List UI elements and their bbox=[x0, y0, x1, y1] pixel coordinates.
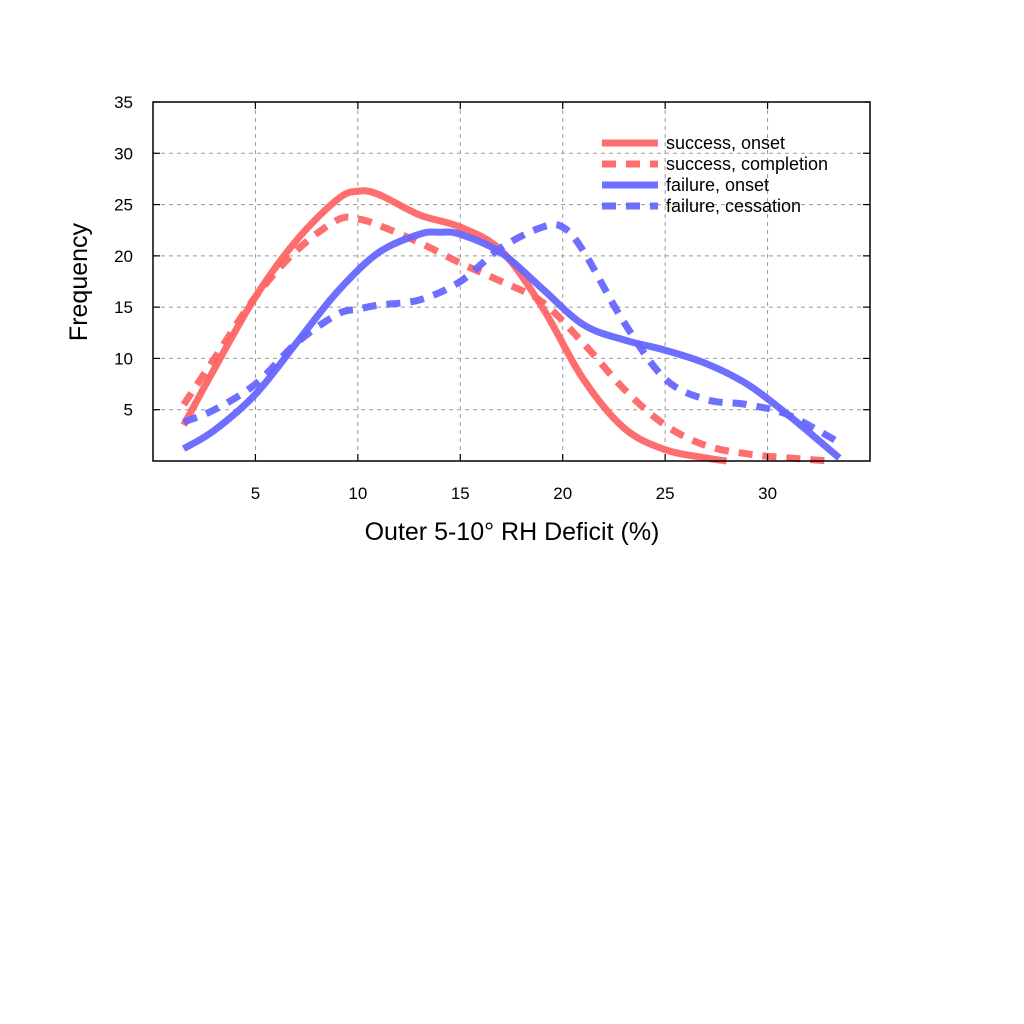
legend-label-failure-cessation: failure, cessation bbox=[666, 196, 801, 216]
legend-label-success-completion: success, completion bbox=[666, 154, 828, 174]
plot-frame bbox=[152, 101, 871, 462]
y-tick-label: 35 bbox=[114, 93, 133, 112]
x-tick-label: 30 bbox=[758, 484, 777, 503]
y-tick-label: 30 bbox=[114, 144, 133, 163]
series-layer bbox=[180, 187, 842, 465]
x-tick-label: 15 bbox=[451, 484, 470, 503]
y-tick-label: 20 bbox=[114, 247, 133, 266]
legend-label-failure-onset: failure, onset bbox=[666, 175, 769, 195]
x-tick-label: 20 bbox=[553, 484, 572, 503]
tick-labels: 5 10 15 20 25 30 5 10 15 20 25 30 35 bbox=[114, 93, 777, 503]
x-tick-label: 5 bbox=[251, 484, 260, 503]
x-tick-label: 25 bbox=[656, 484, 675, 503]
ticks bbox=[153, 101, 870, 461]
y-axis-title: Frequency bbox=[65, 222, 93, 341]
x-tick-label: 10 bbox=[348, 484, 367, 503]
x-axis-title: Outer 5-10° RH Deficit (%) bbox=[365, 518, 660, 546]
y-tick-label: 5 bbox=[124, 401, 133, 420]
y-tick-label: 15 bbox=[114, 298, 133, 317]
y-tick-label: 10 bbox=[114, 349, 133, 368]
legend-label-success-onset: success, onset bbox=[666, 133, 785, 153]
y-tick-label: 25 bbox=[114, 196, 133, 215]
